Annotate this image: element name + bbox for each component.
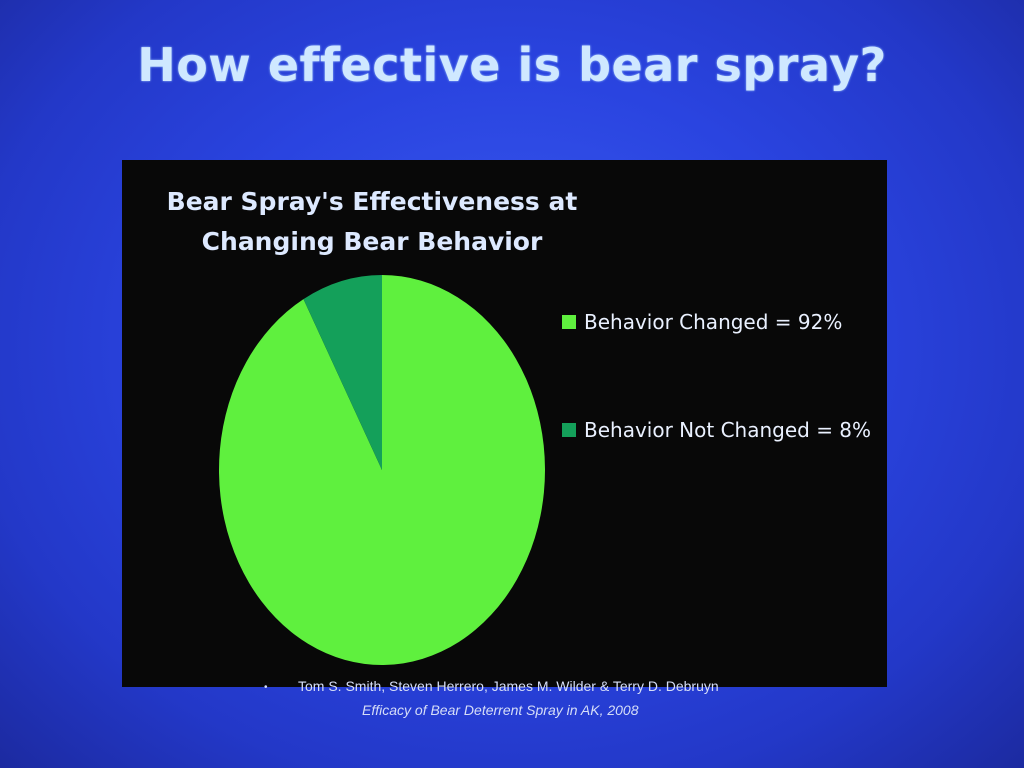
chart-title-line-1: Bear Spray's Effectiveness at: [162, 182, 582, 222]
legend-item-behavior-changed: Behavior Changed = 92%: [562, 310, 842, 334]
legend-label-behavior-not-changed: Behavior Not Changed = 8%: [584, 418, 871, 442]
legend-swatch-behavior-not-changed: [562, 423, 576, 437]
citation-source: Efficacy of Bear Deterrent Spray in AK, …: [362, 702, 639, 718]
citation-authors: Tom S. Smith, Steven Herrero, James M. W…: [298, 678, 719, 694]
chart-panel: Bear Spray's Effectiveness at Changing B…: [122, 160, 887, 687]
slide-title: How effective is bear spray?: [0, 38, 1024, 92]
legend-label-behavior-changed: Behavior Changed = 92%: [584, 310, 842, 334]
legend-item-behavior-not-changed: Behavior Not Changed = 8%: [562, 418, 871, 442]
chart-title: Bear Spray's Effectiveness at Changing B…: [162, 182, 582, 262]
chart-title-line-2: Changing Bear Behavior: [162, 222, 582, 262]
legend-swatch-behavior-changed: [562, 315, 576, 329]
citation-bullet: •: [264, 682, 268, 693]
